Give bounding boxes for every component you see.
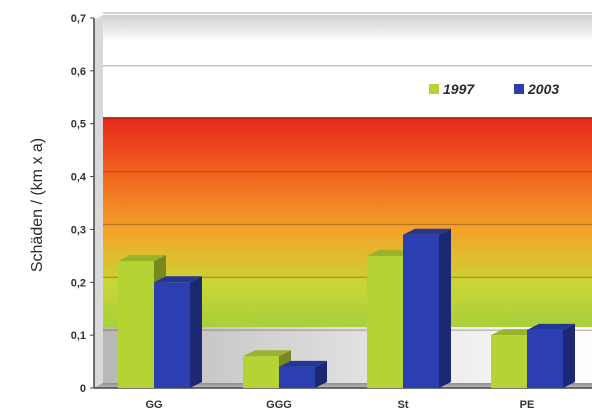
bar-gg-1997: [118, 261, 154, 388]
chart-floor: [94, 383, 592, 388]
y-tick-label: 0,5: [71, 119, 86, 131]
bar-pe-1997: [491, 335, 527, 388]
y-tick-label: 0: [80, 383, 86, 395]
bar-ggg-1997-top: [243, 350, 291, 357]
legend-label-1997: 1997: [443, 81, 475, 97]
x-tick-label: PE: [520, 399, 535, 411]
bar-pe-2003: [527, 329, 563, 388]
legend: 1997 2003: [429, 81, 559, 97]
bar-gg-1997-top: [118, 255, 166, 262]
bar-ggg-2003: [279, 366, 315, 388]
x-tick-label: St: [398, 399, 409, 411]
x-tick-label: GG: [145, 399, 162, 411]
bar-ggg-1997: [243, 356, 279, 388]
y-tick-label: 0,3: [71, 224, 86, 236]
bar-gg-2003-side: [190, 276, 202, 388]
bar-st-2003-top: [403, 228, 451, 235]
y-tick-label: 0,6: [71, 66, 86, 78]
bar-pe-2003-side: [563, 323, 575, 388]
x-tick-labels: GG GGG St PE: [145, 399, 534, 411]
y-tick-label: 0,2: [71, 277, 86, 289]
bar-st-2003: [403, 234, 439, 388]
y-tick-label: 0,4: [71, 172, 87, 184]
bar-ggg-2003-top: [279, 360, 327, 367]
bar-gg-2003-top: [154, 276, 202, 283]
bar-st-2003-side: [439, 228, 451, 388]
bar-gg-2003: [154, 282, 190, 388]
legend-swatch-2003: [514, 84, 524, 94]
y-tick-label: 0,1: [71, 330, 86, 342]
y-tick-labels: 0 0,1 0,2 0,3 0,4 0,5 0,6 0,7: [71, 13, 94, 395]
legend-swatch-1997: [429, 84, 439, 94]
bar-pe-2003-top: [527, 323, 575, 330]
upper-background: [103, 15, 592, 123]
x-tick-label: GGG: [266, 399, 292, 411]
bar-ggg-2003-side: [315, 360, 327, 388]
y-axis-label: Schäden / (km x a): [29, 138, 46, 272]
bars: [118, 228, 575, 388]
side-wall: [94, 15, 103, 388]
y-tick-label: 0,7: [71, 13, 86, 25]
bar-st-1997: [367, 255, 403, 388]
legend-label-2003: 2003: [527, 81, 559, 97]
